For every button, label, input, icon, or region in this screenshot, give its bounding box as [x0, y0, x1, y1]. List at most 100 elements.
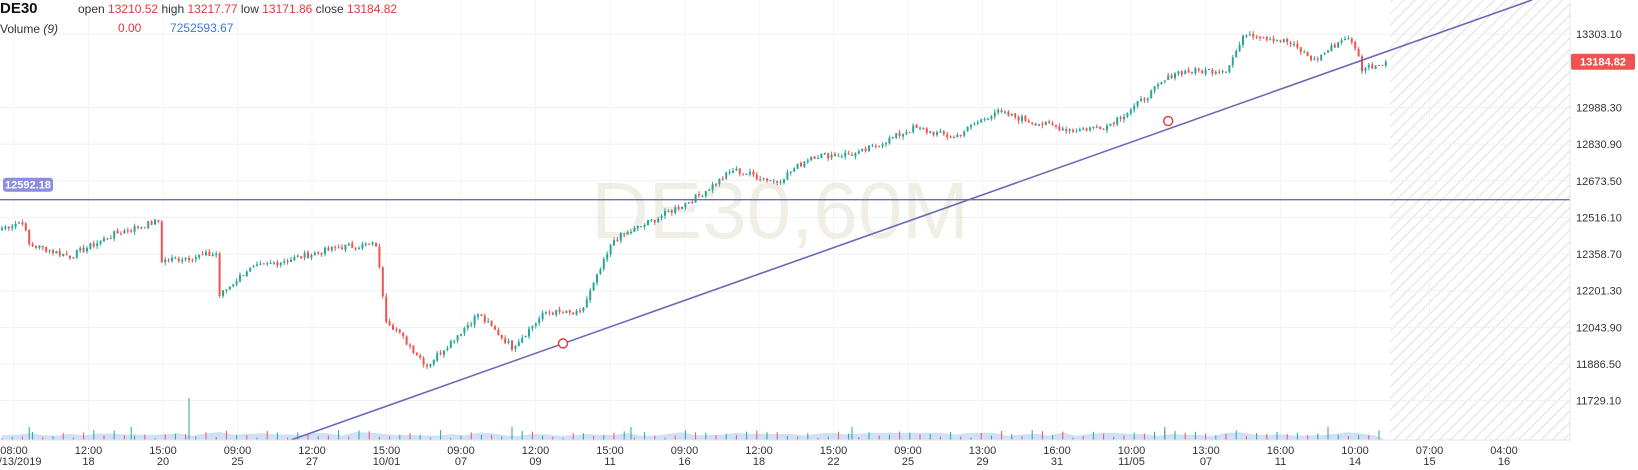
- candle-body: [1282, 39, 1285, 42]
- candle-body: [262, 263, 265, 265]
- x-tick-date: 07: [1200, 456, 1212, 468]
- candle-body: [490, 320, 493, 326]
- candle-body: [62, 253, 65, 257]
- drawn-lines[interactable]: 12592.18: [0, 0, 1570, 441]
- candle-body: [987, 118, 989, 120]
- candle-body: [460, 333, 462, 336]
- volume-period: (9): [43, 22, 59, 36]
- candle-body: [198, 254, 201, 258]
- candle-body: [684, 202, 687, 208]
- trend-line-anchor[interactable]: [1162, 115, 1174, 127]
- open-label: open: [78, 2, 105, 16]
- candle-body: [847, 153, 850, 155]
- candle-body: [324, 247, 326, 254]
- candle-body: [534, 323, 537, 326]
- candle-body: [392, 325, 394, 330]
- candle-body: [1316, 58, 1319, 60]
- candle-body: [1378, 64, 1380, 66]
- candle-body: [959, 134, 962, 136]
- y-tick-label: 12043.90: [1576, 322, 1622, 334]
- candle-body: [558, 309, 561, 312]
- candle-body: [647, 220, 649, 226]
- candle-body: [184, 258, 187, 260]
- last-price-label: 13184.82: [1580, 57, 1626, 69]
- y-tick-label: 12988.30: [1576, 102, 1622, 114]
- candle-body: [1102, 128, 1105, 130]
- candle-body: [837, 155, 840, 157]
- candle-body: [313, 252, 316, 256]
- candle-body: [691, 201, 694, 203]
- x-tick-time: 09:00: [671, 445, 699, 457]
- candle-body: [1089, 127, 1091, 131]
- candle-body: [789, 171, 792, 173]
- candle-body: [851, 154, 853, 156]
- candle-body: [1357, 48, 1360, 57]
- candle-body: [266, 263, 269, 265]
- y-tick-label: 12673.50: [1576, 176, 1622, 188]
- candle-body: [120, 233, 122, 235]
- candle-body: [225, 289, 228, 291]
- candle-body: [609, 245, 612, 255]
- candle-body: [86, 248, 88, 252]
- trend-line[interactable]: [290, 0, 1533, 441]
- candle-body: [504, 338, 507, 344]
- candle-body: [1337, 42, 1340, 48]
- candle-body: [218, 253, 221, 297]
- candle-body: [38, 245, 41, 248]
- trend-line-anchor[interactable]: [557, 338, 569, 349]
- last-price-label-bg: [1571, 53, 1635, 70]
- candle-body: [1187, 70, 1190, 73]
- candle-body: [857, 151, 860, 154]
- candle-body: [946, 134, 949, 137]
- candle-body: [252, 265, 255, 267]
- candle-body: [1095, 126, 1098, 128]
- candle-body: [290, 259, 292, 263]
- candle-body: [249, 267, 252, 272]
- x-tick-date: 16: [678, 456, 690, 468]
- candle-body: [1204, 69, 1207, 74]
- candle-body: [1347, 38, 1350, 40]
- candle-body: [1048, 121, 1051, 124]
- candle-body: [330, 246, 333, 251]
- candle-body: [650, 219, 653, 221]
- candle-body: [507, 341, 510, 343]
- x-tick-date: 10/01: [373, 456, 401, 468]
- candle-body: [545, 311, 547, 314]
- candle-body: [970, 125, 972, 128]
- candle-body: [800, 162, 802, 167]
- candle-body: [854, 152, 857, 157]
- watermark: DE30,60M: [591, 166, 969, 255]
- candle-body: [878, 146, 881, 148]
- x-tick-time: 15:00: [373, 445, 401, 457]
- candle-body: [966, 126, 969, 132]
- candle-body: [347, 243, 350, 246]
- candle-body: [823, 153, 826, 155]
- x-tick-time: 15:00: [820, 445, 848, 457]
- candle-body: [242, 275, 245, 277]
- y-tick-label: 12830.90: [1576, 139, 1622, 151]
- candle-body: [79, 248, 82, 251]
- candle-body: [463, 328, 466, 334]
- candle-body: [194, 256, 197, 260]
- candle-body: [320, 252, 323, 255]
- candle-body: [276, 262, 279, 266]
- candle-body: [990, 116, 993, 119]
- candle-body: [106, 238, 109, 240]
- candle-body: [830, 154, 833, 158]
- candle-body: [1272, 38, 1275, 42]
- candle-body: [82, 247, 85, 252]
- candle-body: [18, 222, 20, 224]
- y-tick-label: 12516.10: [1576, 212, 1622, 224]
- candle-body: [358, 247, 360, 249]
- candle-body: [596, 274, 598, 283]
- candle-body: [538, 318, 541, 323]
- x-tick-date: 25: [902, 456, 914, 468]
- candle-body: [827, 153, 830, 159]
- candle-body: [208, 251, 211, 256]
- candle-body: [919, 127, 921, 129]
- candle-body: [494, 326, 496, 330]
- candle-body: [888, 137, 891, 144]
- candle-body: [715, 184, 717, 186]
- candle-body: [154, 219, 156, 225]
